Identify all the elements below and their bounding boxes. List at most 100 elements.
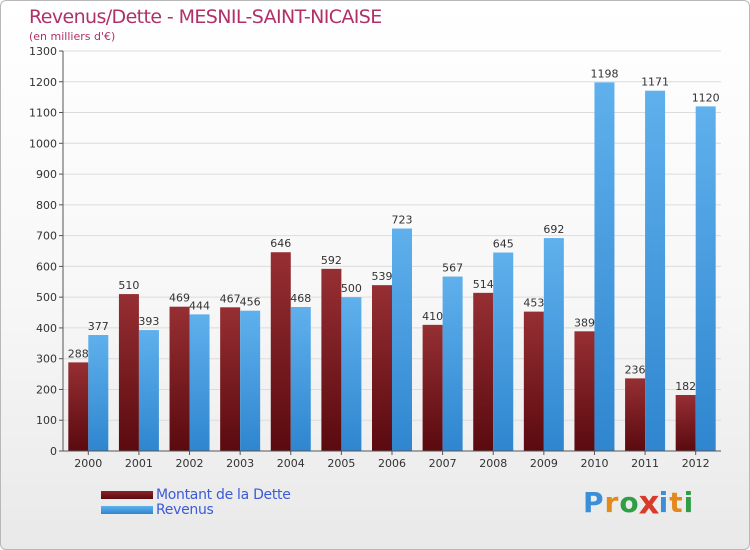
data-label-dette-2004: 646 xyxy=(270,237,291,250)
data-label-revenus-2003: 456 xyxy=(240,296,261,309)
data-label-revenus-2001: 393 xyxy=(138,315,159,328)
bar-revenus-2005 xyxy=(341,297,362,451)
bar-dette-2002 xyxy=(169,306,190,451)
data-label-revenus-2000: 377 xyxy=(88,320,109,333)
bar-dette-2012 xyxy=(675,395,696,451)
y-tick-label-400: 400 xyxy=(36,322,57,335)
legend: Montant de la Dette Revenus xyxy=(101,487,361,518)
x-tick-label-2001: 2001 xyxy=(125,457,153,470)
data-label-revenus-2002: 444 xyxy=(189,299,210,312)
y-tick-label-900: 900 xyxy=(36,168,57,181)
bars xyxy=(68,82,716,451)
x-tick-label-2004: 2004 xyxy=(277,457,305,470)
data-label-revenus-2008: 645 xyxy=(493,238,514,251)
x-tick-label-2002: 2002 xyxy=(176,457,204,470)
data-label-dette-2010: 389 xyxy=(574,316,595,329)
y-tick-label-1000: 1000 xyxy=(29,137,57,150)
y-tick-label-700: 700 xyxy=(36,230,57,243)
data-label-dette-2003: 467 xyxy=(220,292,241,305)
bar-revenus-2006 xyxy=(392,228,412,451)
y-tick-label-100: 100 xyxy=(36,414,57,427)
bar-dette-2010 xyxy=(574,331,595,451)
x-tick-label-2012: 2012 xyxy=(682,457,710,470)
bar-dette-2009 xyxy=(523,311,544,451)
data-label-revenus-2012: 1120 xyxy=(692,91,720,104)
data-label-dette-2002: 469 xyxy=(169,292,190,305)
legend-item-dette: Montant de la Dette xyxy=(101,487,361,503)
bar-revenus-2002 xyxy=(189,314,210,451)
chart-subtitle: (en milliers d'€) xyxy=(29,30,116,43)
y-tick-label-500: 500 xyxy=(36,291,57,304)
data-label-dette-2005: 592 xyxy=(321,254,342,267)
bar-revenus-2008 xyxy=(493,252,514,451)
data-label-revenus-2006: 723 xyxy=(392,214,413,227)
x-tick-label-2009: 2009 xyxy=(530,457,558,470)
y-tick-label-200: 200 xyxy=(36,383,57,396)
legend-item-revenus: Revenus xyxy=(101,502,361,518)
data-label-dette-2007: 410 xyxy=(422,310,443,323)
y-tick-label-800: 800 xyxy=(36,199,57,212)
y-tick-label-600: 600 xyxy=(36,260,57,273)
data-label-dette-2012: 182 xyxy=(675,380,696,393)
x-tick-label-2010: 2010 xyxy=(580,457,608,470)
data-label-dette-2000: 288 xyxy=(68,347,89,360)
data-label-revenus-2010: 1198 xyxy=(590,67,618,80)
x-tick-label-2011: 2011 xyxy=(631,457,659,470)
data-label-revenus-2011: 1171 xyxy=(641,76,669,89)
x-tick-label-2007: 2007 xyxy=(429,457,457,470)
proxiti-logo: Proxiti xyxy=(583,483,695,522)
bar-dette-2008 xyxy=(473,292,494,451)
y-tick-label-1200: 1200 xyxy=(29,76,57,89)
x-tick-label-2006: 2006 xyxy=(378,457,406,470)
bar-dette-2000 xyxy=(68,362,89,451)
data-label-dette-2008: 514 xyxy=(473,278,494,291)
data-label-revenus-2007: 567 xyxy=(442,262,463,275)
legend-label-dette: Montant de la Dette xyxy=(156,487,291,503)
bar-revenus-2007 xyxy=(442,276,463,451)
bar-revenus-2003 xyxy=(240,310,261,451)
logo-letter-5: t xyxy=(669,486,684,519)
data-label-dette-2001: 510 xyxy=(118,279,139,292)
x-tick-label-2000: 2000 xyxy=(74,457,102,470)
bar-revenus-2009 xyxy=(543,238,564,451)
y-tick-label-0: 0 xyxy=(50,445,57,458)
chart-title: Revenus/Dette - MESNIL-SAINT-NICAISE xyxy=(29,6,382,28)
y-tick-label-1300: 1300 xyxy=(29,45,57,58)
bar-dette-2004 xyxy=(270,252,291,451)
bar-revenus-2004 xyxy=(290,307,311,451)
bar-revenus-2012 xyxy=(695,106,716,451)
bar-revenus-2011 xyxy=(645,90,666,451)
axes: 0 100 200 300 400 500 600 700 800 900 1000 1100 1200… xyxy=(29,45,721,470)
data-label-dette-2009: 453 xyxy=(523,297,544,310)
bar-dette-2011 xyxy=(625,378,646,451)
bar-dette-2003 xyxy=(220,307,241,451)
data-label-dette-2006: 539 xyxy=(372,270,393,283)
data-label-revenus-2009: 692 xyxy=(543,223,564,236)
legend-swatch-dette xyxy=(101,491,153,499)
logo-letter-6: i xyxy=(683,486,695,519)
bar-dette-2001 xyxy=(118,294,139,451)
logo-letter-0: P xyxy=(583,486,605,519)
y-tick-label-1100: 1100 xyxy=(29,107,57,120)
bar-revenus-2010 xyxy=(594,82,615,451)
bar-dette-2006 xyxy=(372,285,392,451)
y-tick-label-300: 300 xyxy=(36,353,57,366)
bar-revenus-2001 xyxy=(138,330,159,451)
data-label-revenus-2005: 500 xyxy=(341,282,362,295)
logo-letter-4: i xyxy=(658,486,670,519)
data-label-dette-2011: 236 xyxy=(625,363,646,376)
logo-letter-1: r xyxy=(604,486,620,519)
logo-letter-2: o xyxy=(619,486,640,519)
bar-dette-2007 xyxy=(422,324,443,451)
legend-swatch-revenus xyxy=(101,506,153,514)
logo-letter-3: x xyxy=(638,483,661,522)
legend-label-revenus: Revenus xyxy=(156,502,214,518)
x-tick-label-2003: 2003 xyxy=(226,457,254,470)
x-tick-label-2005: 2005 xyxy=(327,457,355,470)
data-label-revenus-2004: 468 xyxy=(290,292,311,305)
bar-dette-2005 xyxy=(321,268,342,451)
bar-revenus-2000 xyxy=(88,335,109,451)
